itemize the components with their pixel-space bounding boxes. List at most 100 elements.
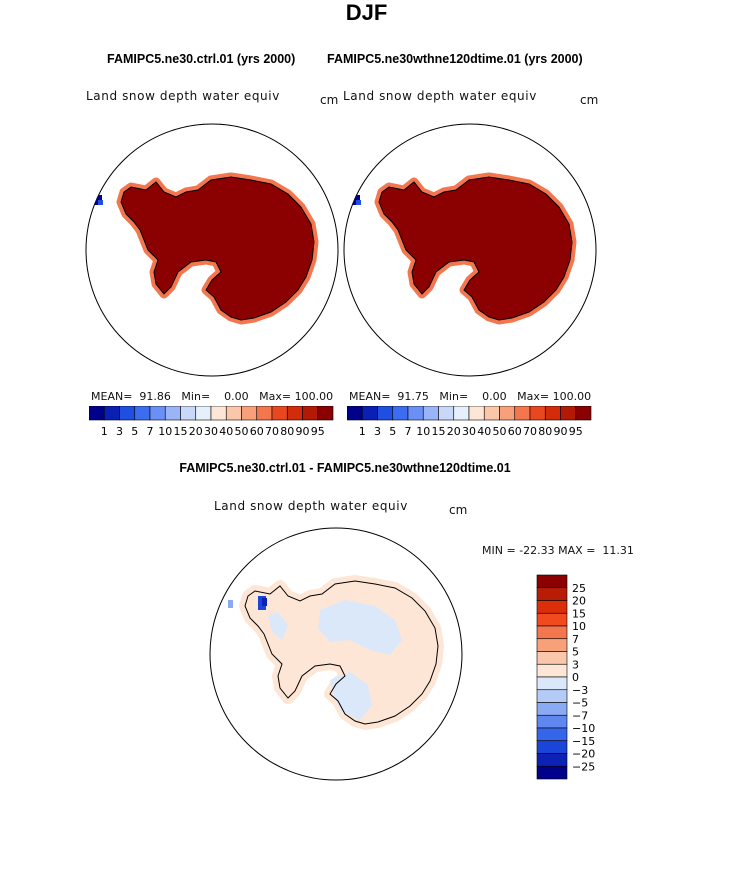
diff-colorbar-swatch [536,612,568,627]
diff-colorbar-tick-label: −15 [572,735,595,748]
diff-colorbar-tick-label: 25 [572,582,586,595]
panel1-colorbar-swatch [149,406,166,421]
panel2-colorbar-swatch [544,406,561,421]
diff-colorbar-swatch [536,638,568,652]
diff-colorbar-swatch [536,765,568,780]
diff-units-label: cm [449,503,468,517]
diff-negative-region-2 [330,672,372,720]
panel1-min-value: 0.00 [224,390,249,403]
panel2-colorbar-tick-label: 95 [569,425,583,438]
diff-colorbar-swatch [536,702,568,716]
panel1-colorbar-swatch [256,406,273,421]
panel1-island-marker [92,195,102,205]
panel1-colorbar-swatch [317,406,334,421]
diff-colorbar-swatch [536,740,568,754]
diff-colorbar-swatch [536,625,568,640]
diff-colorbar-tick-label: −20 [572,748,595,761]
panel2-colorbar-tick-label: 30 [462,425,476,438]
diff-max-label: MAX = [558,544,596,557]
panel2-mean-label: MEAN= [349,390,391,403]
panel2-colorbar-swatch [438,406,455,421]
diff-colorbar-tick-label: 0 [572,671,579,684]
panel2-colorbar-tick-label: 10 [416,425,430,438]
diff-colorbar-tick-label: −25 [572,760,595,773]
panel1-colorbar-swatch [286,406,303,421]
panel1-colorbar-tick-label: 5 [131,425,138,438]
panel1-colorbar-tick-label: 30 [204,425,218,438]
panel2-colorbar-tick-label: 3 [374,425,381,438]
panel1-mean-label: MEAN= [91,390,133,403]
diff-title: FAMIPC5.ne30.ctrl.01 - FAMIPC5.ne30wthne… [179,461,511,475]
panel2-mean-value: 91.75 [397,390,429,403]
diff-colorbar-tick-label: 7 [572,633,579,646]
panel1-variable-label: Land snow depth water equiv [86,89,280,103]
panel2-colorbar-swatch [422,406,439,421]
panel2-colorbar-swatch [529,406,546,421]
panel2-colorbar-tick-label: 20 [447,425,461,438]
panel2-colorbar-swatch [392,406,409,421]
panel1-case-title: FAMIPC5.ne30.ctrl.01 (yrs 2000) [107,52,296,66]
page-title: DJF [345,0,388,25]
panel1-colorbar-swatch [195,406,212,421]
diff-colorbar-swatch [536,727,568,742]
panel1-stats: MEAN= 91.86 Min= 0.00 Max= 100.00 [91,390,333,403]
panel1-colorbar-tick-label: 10 [158,425,172,438]
diff-colorbar-swatch [536,753,568,767]
panel2-colorbar-swatch [347,406,363,421]
panel2-colorbar-swatch [483,406,500,421]
panel1-colorbar-tick-label: 15 [174,425,188,438]
diff-colorbar-tick-label: 20 [572,595,586,608]
diff-colorbar-tick-label: −7 [572,709,588,722]
panel2-colorbar-tick-label: 70 [523,425,537,438]
panel1-colorbar-tick-label: 40 [219,425,233,438]
panel2-colorbar-swatch [514,406,531,421]
panel1-colorbar-tick-label: 1 [101,425,108,438]
panel2-colorbar-swatch [407,406,424,421]
panel2-case-title: FAMIPC5.ne30wthne120dtime.01 (yrs 2000) [327,52,583,66]
panel1-colorbar-tick-label: 20 [189,425,203,438]
panel1-colorbar-tick-label: 7 [147,425,154,438]
panel1-colorbar-swatch [241,406,258,421]
diff-colorbar-tick-label: 10 [572,620,586,633]
diff-colorbar-tick-label: 3 [572,658,579,671]
panel1-colorbar: 1 3 5 7 10 15 20 30 40 50 60 70 80 90 95 [89,406,334,438]
diff-colorbar-swatch [536,587,568,601]
diff-colorbar-tick-label: −3 [572,684,588,697]
panel2-colorbar: 1 3 5 7 10 15 20 30 40 50 60 70 80 90 95 [347,406,592,438]
panel2-colorbar-tick-label: 15 [432,425,446,438]
diff-colorbar-swatch [536,676,568,691]
panel1-colorbar-swatch [210,406,227,421]
panel1-colorbar-swatch [134,406,151,421]
panel2-colorbar-tick-label: 50 [493,425,507,438]
panel1-colorbar-swatch [225,406,242,421]
panel2-colorbar-swatch [499,406,516,421]
panel2-map [343,123,597,377]
panel1-min-label: Min= [181,390,211,403]
panel2-min-value: 0.00 [482,390,507,403]
panel2-variable-label: Land snow depth water equiv [343,89,537,103]
diff-colorbar-tick-label: 5 [572,646,579,659]
panel1-colorbar-swatch [89,406,105,421]
panel2-colorbar-swatch [361,406,378,421]
panel1-max-value: 100.00 [294,390,334,403]
panel2-max-label: Max= [517,390,550,403]
panel1-colorbar-tick-label: 50 [235,425,249,438]
diff-min-value: -22.33 [519,544,555,557]
panel1-colorbar-tick-label: 90 [296,425,310,438]
diff-colorbar-swatch [536,574,568,589]
diff-colorbar-swatch [536,663,568,678]
panel1-colorbar-swatch [164,406,181,421]
panel1-max-label: Max= [259,390,292,403]
diff-min-label: MIN = [482,544,516,557]
panel2-colorbar-swatch [453,406,470,421]
panel2-stats: MEAN= 91.75 Min= 0.00 Max= 100.00 [349,390,591,403]
diff-colorbar-tick-label: −5 [572,697,588,710]
panel1-colorbar-tick-label: 60 [250,425,264,438]
diff-negative-region-1 [318,600,402,655]
panel2-colorbar-tick-label: 80 [538,425,552,438]
panel2-colorbar-tick-label: 40 [477,425,491,438]
panel2-colorbar-tick-label: 1 [359,425,366,438]
panel2-island-marker [350,195,360,205]
